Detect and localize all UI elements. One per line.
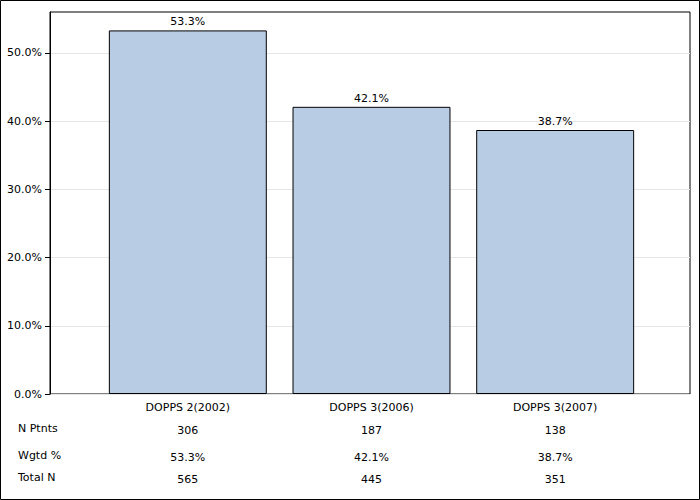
svg-text:138: 138 bbox=[545, 424, 566, 437]
svg-text:0.0%: 0.0% bbox=[14, 388, 42, 401]
svg-text:50.0%: 50.0% bbox=[7, 46, 42, 59]
svg-text:42.1%: 42.1% bbox=[354, 451, 389, 464]
svg-text:38.7%: 38.7% bbox=[538, 451, 573, 464]
svg-text:40.0%: 40.0% bbox=[7, 115, 42, 128]
svg-text:DOPPS 2(2002): DOPPS 2(2002) bbox=[146, 401, 230, 414]
svg-text:30.0%: 30.0% bbox=[7, 183, 42, 196]
svg-text:53.3%: 53.3% bbox=[170, 451, 205, 464]
svg-text:N Ptnts: N Ptnts bbox=[18, 422, 58, 435]
svg-text:445: 445 bbox=[361, 473, 382, 486]
svg-text:Wgtd %: Wgtd % bbox=[18, 449, 61, 462]
svg-text:565: 565 bbox=[177, 473, 198, 486]
svg-text:351: 351 bbox=[545, 473, 566, 486]
svg-text:DOPPS 3(2007): DOPPS 3(2007) bbox=[513, 401, 597, 414]
svg-text:DOPPS 3(2006): DOPPS 3(2006) bbox=[329, 401, 413, 414]
svg-text:20.0%: 20.0% bbox=[7, 251, 42, 264]
svg-text:42.1%: 42.1% bbox=[354, 92, 389, 105]
svg-text:53.3%: 53.3% bbox=[170, 15, 205, 28]
svg-text:38.7%: 38.7% bbox=[538, 115, 573, 128]
svg-text:187: 187 bbox=[361, 424, 382, 437]
svg-text:10.0%: 10.0% bbox=[7, 319, 42, 332]
svg-text:306: 306 bbox=[177, 424, 198, 437]
svg-text:Total N: Total N bbox=[17, 471, 55, 484]
